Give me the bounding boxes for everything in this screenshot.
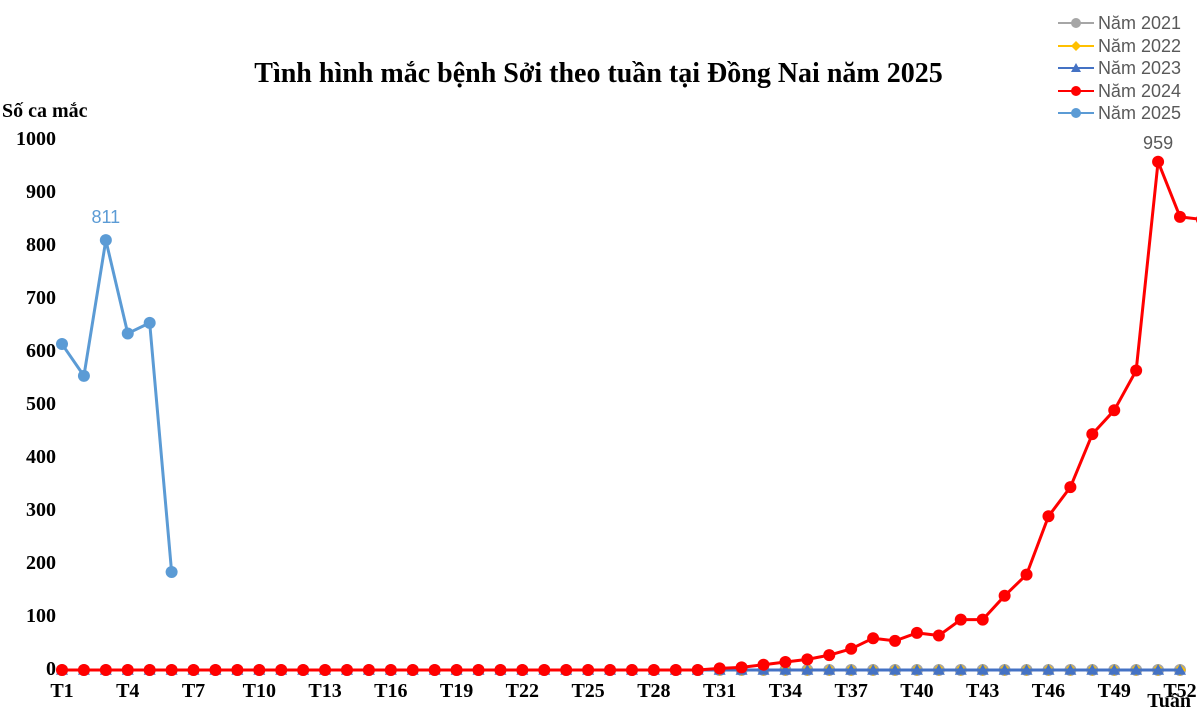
y-tick-label: 900 (6, 181, 56, 204)
y-tick-label: 1000 (6, 128, 56, 151)
data-point-label: 811 (91, 207, 120, 228)
y-tick-label: 700 (6, 287, 56, 310)
x-tick-label: T16 (374, 680, 407, 703)
y-tick-label: 300 (6, 499, 56, 522)
x-tick-label: T34 (769, 680, 802, 703)
y-tick-label: 500 (6, 393, 56, 416)
y-tick-label: 400 (6, 446, 56, 469)
x-tick-label: T4 (116, 680, 139, 703)
x-tick-label: T49 (1098, 680, 1131, 703)
x-tick-label: T13 (308, 680, 341, 703)
x-tick-label: T22 (506, 680, 539, 703)
x-tick-label: T40 (900, 680, 933, 703)
chart-container: Tình hình mắc bệnh Sởi theo tuần tại Đồn… (0, 0, 1197, 723)
x-tick-label: T7 (182, 680, 205, 703)
x-tick-label: T19 (440, 680, 473, 703)
x-tick-label: T1 (50, 680, 73, 703)
y-tick-label: 200 (6, 552, 56, 575)
x-tick-label: T31 (703, 680, 736, 703)
data-point-label: 959 (1143, 133, 1173, 154)
x-tick-label: T43 (966, 680, 999, 703)
y-tick-label: 100 (6, 605, 56, 628)
x-tick-label: T52 (1163, 680, 1196, 703)
x-tick-label: T37 (835, 680, 868, 703)
y-tick-label: 0 (6, 658, 56, 681)
y-tick-label: 600 (6, 340, 56, 363)
x-tick-label: T46 (1032, 680, 1065, 703)
x-tick-label: T28 (637, 680, 670, 703)
y-tick-label: 800 (6, 234, 56, 257)
x-tick-label: T10 (243, 680, 276, 703)
x-tick-label: T25 (571, 680, 604, 703)
plot-area (0, 0, 1197, 723)
